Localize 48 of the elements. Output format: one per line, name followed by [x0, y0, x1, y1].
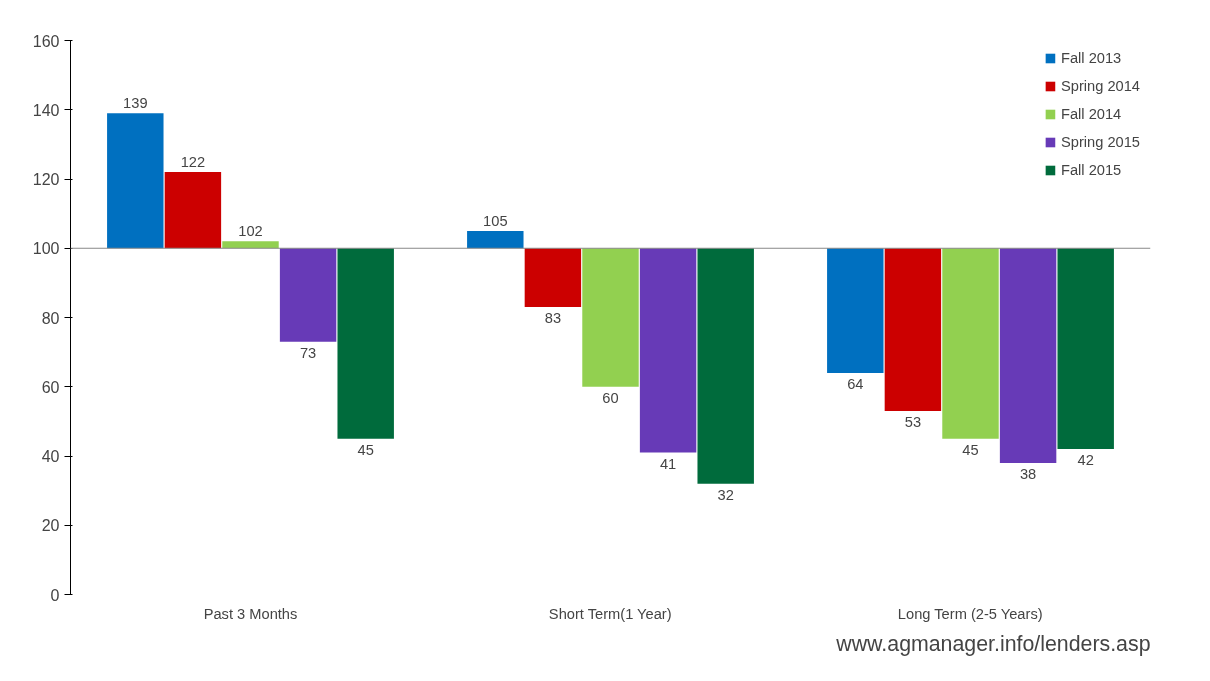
bar [337, 248, 394, 439]
y-tick-label: 80 [41, 309, 60, 327]
bar [467, 230, 524, 249]
bar [524, 248, 582, 308]
bar [942, 248, 999, 439]
bar [1057, 248, 1114, 450]
data-label: 42 [1077, 452, 1094, 469]
legend-label: Spring 2015 [1060, 134, 1140, 150]
legend-label: Fall 2015 [1060, 162, 1122, 178]
data-label: 64 [847, 375, 864, 392]
data-label: 73 [299, 344, 317, 361]
y-tick-label: 20 [41, 517, 60, 535]
y-tick-label: 0 [50, 586, 60, 604]
data-label: 105 [483, 212, 508, 229]
data-label: 32 [717, 486, 734, 503]
data-label: 83 [544, 310, 562, 327]
legend-label: Spring 2014 [1060, 78, 1140, 94]
legend-label: Fall 2013 [1060, 50, 1122, 66]
data-label: 45 [357, 441, 374, 458]
legend-label: Fall 2014 [1060, 106, 1122, 122]
data-label: 53 [904, 413, 922, 430]
bar [697, 248, 754, 484]
bar [164, 172, 222, 249]
y-tick-label: 120 [32, 171, 60, 188]
bar [999, 248, 1057, 463]
y-tick-label: 60 [41, 378, 60, 396]
data-label: 38 [1019, 465, 1037, 482]
data-label: 45 [962, 441, 979, 458]
bar [639, 248, 697, 453]
data-label: 41 [659, 455, 677, 472]
bar [107, 113, 164, 249]
x-tick-label: Long Term (2-5 Years) [897, 605, 1043, 622]
y-tick-label: 40 [41, 448, 60, 465]
bar [279, 248, 337, 342]
bar [884, 248, 942, 411]
data-label: 60 [602, 389, 619, 406]
text: www.agmanager.info/lenders.asp [835, 631, 1151, 656]
data-label: 102 [238, 223, 263, 240]
bar [827, 248, 884, 373]
y-tick-label: 160 [32, 32, 60, 50]
y-tick-label: 140 [32, 101, 60, 119]
x-tick-label: Past 3 Months [203, 605, 298, 622]
bar [222, 241, 279, 249]
y-tick-label: 100 [32, 240, 60, 258]
data-label: 122 [180, 154, 206, 171]
data-label: 139 [123, 95, 148, 112]
x-tick-label: Short Term(1 Year) [548, 605, 672, 622]
bar [582, 248, 639, 387]
